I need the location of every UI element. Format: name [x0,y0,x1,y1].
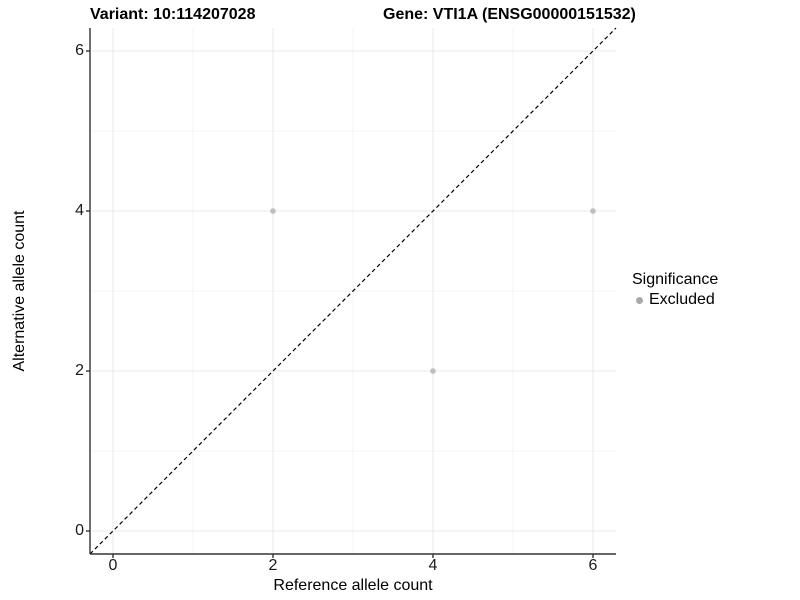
legend-item-excluded: Excluded [632,291,718,309]
x-tick-label: 6 [588,557,598,574]
y-tick-label: 0 [75,522,84,539]
y-axis-title: Alternative allele count [11,210,28,372]
plot-title-variant: Variant: 10:114207028 [90,6,256,23]
data-point [430,368,436,374]
y-tick-label: 4 [75,202,84,219]
legend-title: Significance [632,271,719,288]
identity-reference-line [89,27,617,555]
x-tick-label: 4 [428,557,438,574]
legend-item-label: Excluded [649,291,715,308]
legend: Significance Excluded [632,271,718,309]
data-point [590,208,596,214]
y-tick-label: 2 [75,362,84,379]
excluded-circle-icon [636,296,643,304]
data-point [270,208,276,214]
x-tick-label: 2 [268,557,278,574]
x-axis-title: Reference allele count [273,577,433,594]
plot-title-gene: Gene: VTI1A (ENSG00000151532) [383,6,636,23]
x-tick-label: 0 [108,557,118,574]
y-tick-label: 6 [75,42,84,59]
